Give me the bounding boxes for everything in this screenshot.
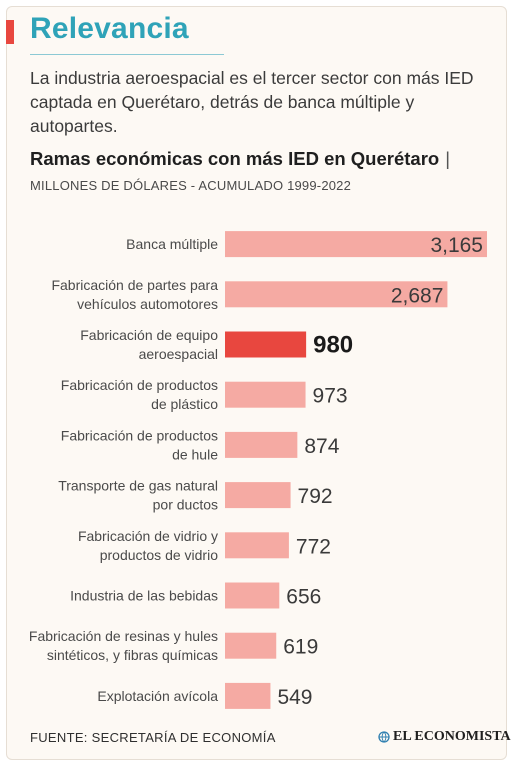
bar-3 bbox=[225, 381, 306, 408]
bar-5 bbox=[225, 482, 291, 509]
source-note: FUENTE: SECRETARÍA DE ECONOMÍA bbox=[30, 730, 276, 745]
bar-7 bbox=[225, 582, 280, 609]
bar-2 bbox=[225, 331, 307, 358]
value-label-2: 980 bbox=[313, 332, 353, 359]
chart-title-separator: | bbox=[445, 148, 451, 169]
category-label-0: Banca múltiple bbox=[126, 236, 218, 252]
section-accent-bar bbox=[6, 20, 14, 44]
category-label-1: Fabricación de partes para vehículos auto… bbox=[51, 277, 218, 312]
value-label-6: 772 bbox=[296, 535, 331, 558]
value-label-3: 973 bbox=[313, 385, 348, 408]
section-title: Relevancia bbox=[30, 12, 189, 45]
chart-title-text: Ramas económicas con más IED en Querétar… bbox=[30, 148, 440, 169]
value-label-8: 619 bbox=[283, 636, 318, 659]
value-label-9: 549 bbox=[277, 686, 312, 709]
chart-subtitle: MILLONES DE DÓLARES - ACUMULADO 1999-202… bbox=[30, 178, 352, 193]
value-label-7: 656 bbox=[286, 586, 321, 609]
brand-logo: EL ECONOMISTA bbox=[378, 729, 511, 745]
chart-title: Ramas económicas con más IED en Querétar… bbox=[30, 148, 450, 170]
bar-4 bbox=[225, 431, 298, 458]
value-label-4: 874 bbox=[304, 435, 339, 458]
category-label-5: Transporte de gas natural por ductos bbox=[58, 478, 218, 513]
category-label-2: Fabricación de equipo aeroespacial bbox=[80, 327, 218, 362]
title-underline bbox=[30, 54, 224, 55]
bar-6 bbox=[225, 532, 289, 559]
bar-1 bbox=[225, 281, 448, 308]
value-label-5: 792 bbox=[298, 485, 333, 508]
category-label-9: Explotación avícola bbox=[97, 688, 218, 704]
globe-icon bbox=[378, 731, 390, 743]
brand-name: EL ECONOMISTA bbox=[393, 729, 511, 744]
category-label-7: Industria de las bebidas bbox=[70, 588, 218, 604]
category-label-3: Fabricación de productos de plástico bbox=[61, 377, 218, 412]
category-label-8: Fabricación de resinas y hules sintéticos… bbox=[29, 628, 218, 663]
value-label-0: 3,165 bbox=[430, 234, 483, 257]
category-label-4: Fabricación de productos de hule bbox=[61, 427, 218, 462]
bar-9 bbox=[225, 682, 271, 709]
intro-text: La industria aeroespacial es el tercer s… bbox=[30, 68, 474, 136]
value-label-1: 2,687 bbox=[391, 284, 444, 307]
bar-0 bbox=[225, 231, 487, 258]
category-label-6: Fabricación de vidrio y productos de vidr… bbox=[78, 528, 218, 563]
bar-8 bbox=[225, 632, 277, 659]
